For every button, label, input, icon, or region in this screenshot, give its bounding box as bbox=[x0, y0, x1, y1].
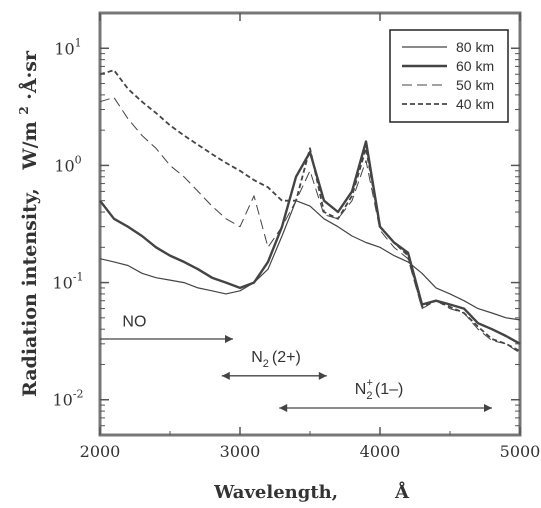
band-label: N2 (2+) bbox=[251, 349, 301, 370]
arrowhead-left-icon bbox=[221, 371, 230, 380]
series-line-4 bbox=[99, 69, 521, 352]
y-axis-title: Radiation intensity, W/m 2 ·Å·sr bbox=[11, 50, 41, 397]
x-tick-label: 2000 bbox=[80, 442, 121, 461]
y-tick-label: 10-1 bbox=[52, 271, 83, 293]
legend-box bbox=[389, 29, 509, 123]
arrowhead-right-icon bbox=[484, 404, 492, 413]
legend-label: 60 km bbox=[456, 58, 494, 74]
svg-text:Radiation intensity, W/m: Radiation intensity, W/m 2 ·Å·sr bbox=[11, 50, 41, 397]
y-tick-label: 100 bbox=[54, 153, 81, 175]
series-lines bbox=[99, 69, 521, 354]
band-label: NO bbox=[122, 314, 146, 331]
legend-label: 40 km bbox=[456, 96, 494, 112]
series-line-1 bbox=[99, 200, 521, 321]
x-ticks: 2000 3000 4000 5000 bbox=[80, 13, 541, 461]
y-tick-label: 101 bbox=[54, 36, 81, 58]
x-axis-label: Wavelength, bbox=[213, 482, 338, 503]
y-axis-unit-sup: 2 bbox=[17, 106, 31, 114]
x-tick-label: 4000 bbox=[360, 442, 401, 461]
series-line-3 bbox=[99, 97, 521, 354]
y-axis-unit-b: ·Å·sr bbox=[18, 50, 41, 100]
y-ticks: 101 100 10-1 10-2 bbox=[52, 36, 520, 427]
arrowhead-right-icon bbox=[318, 371, 327, 380]
annotations: NO N2 (2+) N2+ (1–) bbox=[100, 314, 492, 413]
y-tick-label: 10-2 bbox=[52, 388, 83, 410]
x-tick-label: 5000 bbox=[500, 442, 541, 461]
x-axis-unit: Å bbox=[394, 480, 410, 503]
arrowhead-left-icon bbox=[279, 404, 288, 413]
x-tick-label: 3000 bbox=[220, 442, 261, 461]
arrowhead-right-icon bbox=[225, 334, 233, 343]
legend-label: 80 km bbox=[456, 39, 494, 55]
y-axis-unit-a: W/m bbox=[19, 121, 41, 170]
legend-label: 50 km bbox=[456, 77, 494, 93]
y-axis-label: Radiation intensity, bbox=[19, 188, 41, 397]
band-label: N2+ (1–) bbox=[355, 377, 404, 402]
legend: 80 km 60 km 50 km 40 km bbox=[389, 29, 509, 123]
